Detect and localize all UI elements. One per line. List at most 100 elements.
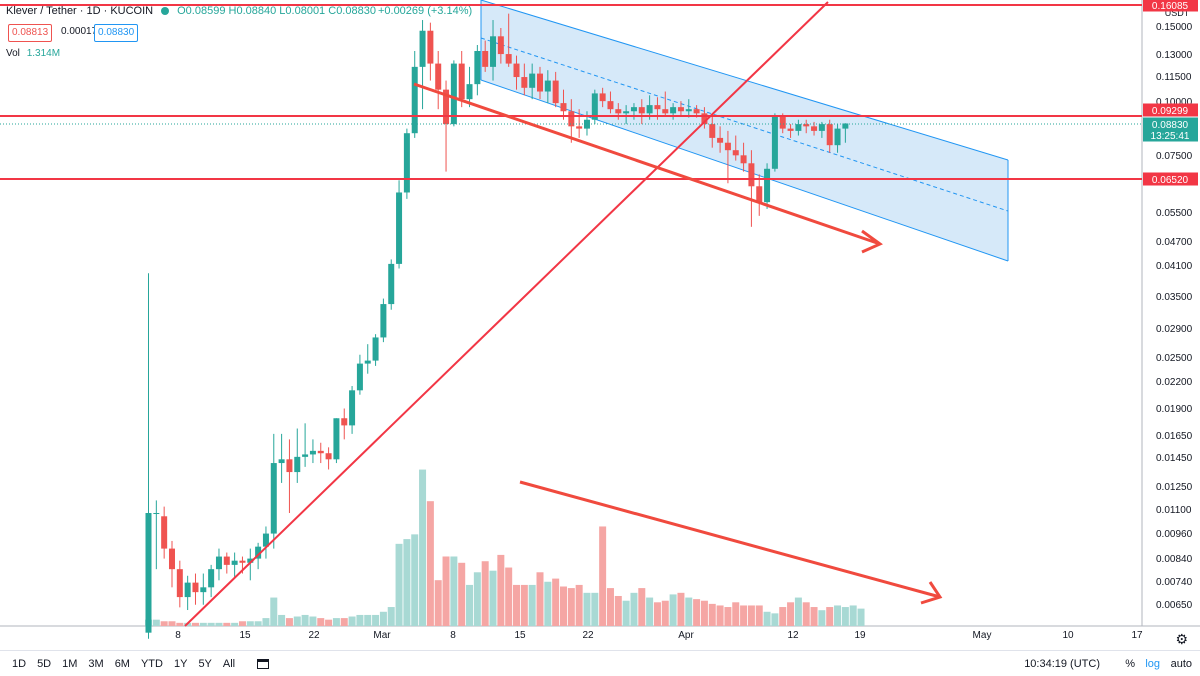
sell-price-button[interactable]: 0.08813 [8, 24, 53, 42]
candle-body [302, 454, 309, 457]
candle-body [576, 126, 583, 129]
candle-body [709, 124, 716, 138]
range-all[interactable]: All [222, 657, 236, 670]
utc-clock[interactable]: 10:34:19 (UTC) [1024, 657, 1100, 670]
range-1y[interactable]: 1Y [173, 657, 188, 670]
price-tick-label: 0.10000 [1156, 97, 1193, 108]
volume-bar [340, 618, 348, 626]
settings-gear-icon[interactable]: ⚙ [1175, 631, 1188, 647]
candle-body [490, 36, 497, 67]
candle-body [325, 453, 332, 460]
volume-bar [794, 597, 802, 626]
volume-bar [841, 607, 849, 626]
candle-body [607, 101, 614, 110]
candle-body [215, 556, 222, 570]
candle-body [623, 111, 630, 114]
time-tick-label: 8 [450, 630, 456, 641]
volume-bar [630, 592, 638, 626]
volume-bar [434, 580, 442, 626]
price-tick-label: 0.01250 [1156, 482, 1193, 493]
volume-bar [481, 561, 489, 626]
range-1d[interactable]: 1D [12, 657, 27, 670]
buy-price-button[interactable]: 0.08830 [94, 24, 139, 42]
candle-body [740, 155, 747, 164]
range-3m[interactable]: 3M [88, 657, 104, 670]
price-tag-support: 0.06520 [1152, 175, 1189, 186]
time-tick-label: Mar [373, 630, 391, 641]
time-tick-label: 17 [1131, 630, 1143, 641]
countdown-tag: 13:25:41 [1151, 131, 1190, 142]
volume-bar [732, 602, 740, 626]
symbol-title[interactable]: Klever / Tether · 1D · KUCOIN [6, 5, 154, 17]
volume-bar [685, 597, 693, 626]
log-scale-toggle[interactable]: log [1145, 657, 1160, 670]
candle-body [333, 418, 340, 460]
auto-scale-toggle[interactable]: auto [1170, 657, 1192, 670]
symbol-header: Klever / Tether · 1D · KUCOIN O0.08599 H… [0, 0, 472, 22]
volume-bar [528, 584, 536, 626]
candle-body [591, 93, 598, 120]
price-tag-support-bg [1143, 172, 1198, 186]
candle-body [834, 128, 841, 146]
candle-body [153, 513, 160, 515]
price-tick-label: 0.02900 [1156, 324, 1193, 335]
range-5y[interactable]: 5Y [198, 657, 212, 670]
candle-body [443, 89, 450, 125]
channel-lower-line [480, 79, 1009, 262]
countdown-tag-bg [1143, 128, 1198, 142]
time-tick-label: 15 [514, 630, 526, 641]
volume-bar [755, 605, 763, 626]
volume-bar [614, 595, 622, 626]
volume-bar [332, 618, 340, 626]
volume-downtrend-arrow [519, 480, 941, 599]
volume-bar [810, 607, 818, 626]
volume-bar [309, 616, 317, 626]
calendar-icon[interactable] [257, 658, 270, 669]
candle-body [685, 109, 692, 112]
candle-body [200, 587, 207, 593]
price-tag-top-bg [1143, 0, 1198, 12]
candle-body [568, 111, 575, 127]
volume-bar [207, 622, 215, 626]
volume-bar [834, 605, 842, 626]
volume-bar [849, 605, 857, 626]
candle-body [717, 137, 724, 143]
percent-toggle[interactable]: % [1125, 657, 1135, 670]
candle-body [482, 50, 489, 67]
volume-bar [544, 581, 552, 626]
price-tick-label: 0.15000 [1156, 22, 1193, 33]
candle-body [529, 73, 536, 88]
ohlc-values: O0.08599 H0.08840 L0.08001 C0.08830 [177, 5, 376, 17]
volume-bar [199, 622, 207, 626]
market-open-dot-icon [161, 7, 170, 15]
range-ytd[interactable]: YTD [140, 657, 163, 670]
candle-body [583, 119, 590, 129]
volume-bar [747, 605, 755, 626]
time-tick-label: May [973, 630, 992, 641]
candle-body [466, 84, 473, 100]
volume-bar [293, 616, 301, 626]
volume-bar [497, 554, 505, 626]
volume-bar [317, 618, 325, 626]
price-downtrend-arrow [413, 82, 881, 246]
price-tag-last: 0.08830 [1152, 120, 1189, 131]
price-tick-label: 0.00740 [1156, 577, 1193, 588]
price-tag-resistance-bg [1143, 103, 1198, 117]
candle-body [450, 63, 457, 125]
price-tag-last-bg [1143, 117, 1198, 131]
range-6m[interactable]: 6M [114, 657, 130, 670]
volume-bar [466, 584, 474, 626]
volume-value: 1.314M [26, 48, 61, 59]
candle-body [364, 360, 371, 364]
candle-body [262, 533, 269, 547]
price-tick-label: 0.13000 [1156, 50, 1193, 61]
range-5d[interactable]: 5D [37, 657, 52, 670]
time-tick-label: Apr [678, 630, 694, 641]
candle-body [349, 390, 356, 426]
candle-body [208, 569, 215, 588]
volume-bar [857, 608, 865, 626]
candle-body [803, 124, 810, 127]
range-1m[interactable]: 1M [62, 657, 78, 670]
